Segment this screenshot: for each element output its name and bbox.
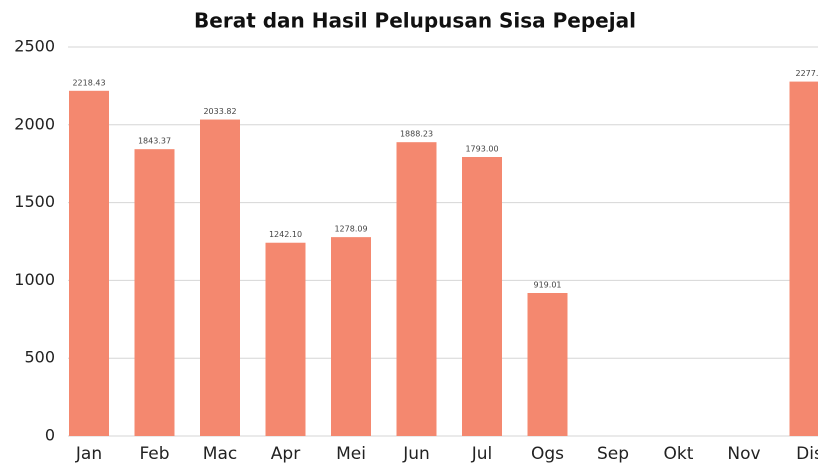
x-tick-label: Feb xyxy=(139,444,169,464)
x-tick-label: Mac xyxy=(203,444,237,464)
x-tick-label: Dis xyxy=(796,444,818,464)
y-tick-label: 2500 xyxy=(14,37,55,56)
bar xyxy=(462,157,502,436)
y-tick-label: 1500 xyxy=(14,192,55,211)
value-label: 1843.37 xyxy=(138,137,171,146)
x-tick-label: Nov xyxy=(727,444,760,464)
bar xyxy=(331,237,371,436)
x-tick-label: Jan xyxy=(75,444,102,464)
y-tick-label: 1000 xyxy=(14,270,55,289)
value-label: 2033.82 xyxy=(203,107,236,116)
bar xyxy=(396,142,437,436)
value-label: 919.01 xyxy=(534,281,562,290)
y-tick-label: 2000 xyxy=(14,114,55,133)
value-label: 1793.00 xyxy=(465,145,498,154)
value-label: 1888.23 xyxy=(400,130,433,139)
x-tick-label: Okt xyxy=(664,444,694,464)
x-tick-label: Apr xyxy=(271,444,300,464)
value-label: 2277.7 xyxy=(796,69,818,78)
bar xyxy=(134,149,175,436)
value-label: 1242.10 xyxy=(269,230,302,239)
bar xyxy=(527,293,568,436)
value-label: 2218.43 xyxy=(72,78,105,87)
bar xyxy=(200,119,240,437)
x-tick-label: Jun xyxy=(402,444,430,464)
y-tick-label: 500 xyxy=(24,348,55,367)
y-tick-label: 0 xyxy=(45,426,55,445)
x-tick-label: Sep xyxy=(597,444,629,464)
x-tick-label: Jul xyxy=(471,444,493,464)
bar xyxy=(69,90,109,437)
x-tick-label: Ogs xyxy=(531,444,564,464)
bar xyxy=(265,242,306,436)
chart-title: Berat dan Hasil Pelupusan Sisa Pepejal xyxy=(194,9,636,33)
bar xyxy=(789,81,818,437)
value-label: 1278.09 xyxy=(334,225,367,234)
x-tick-label: Mei xyxy=(336,444,366,464)
